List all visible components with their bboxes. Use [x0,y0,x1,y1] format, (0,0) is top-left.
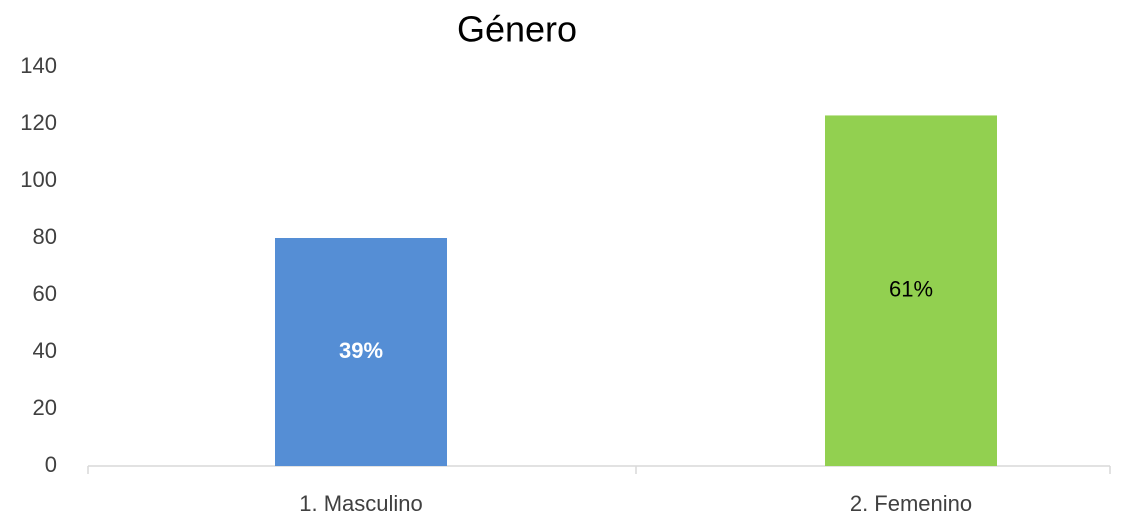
bar [275,238,447,466]
chart-title: Género [457,9,577,50]
y-tick-label: 80 [33,224,57,249]
y-tick-label: 140 [20,53,57,78]
y-tick-label: 60 [33,281,57,306]
y-tick-label: 120 [20,110,57,135]
bar [825,115,997,466]
data-label: 61% [889,277,933,302]
x-tick-label: 2. Femenino [850,491,972,516]
y-tick-label: 20 [33,395,57,420]
x-tick-label: 1. Masculino [299,491,423,516]
y-tick-label: 0 [45,452,57,477]
y-tick-label: 100 [20,167,57,192]
data-label: 39% [339,338,383,363]
y-tick-label: 40 [33,338,57,363]
